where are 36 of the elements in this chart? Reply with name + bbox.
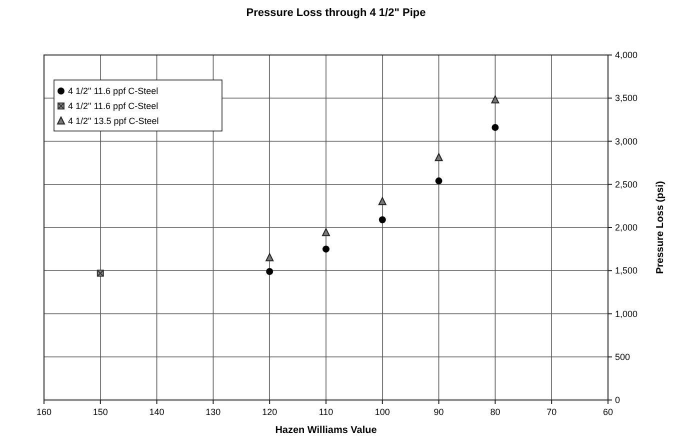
point [435, 177, 442, 184]
y-tick-label: 500 [615, 352, 630, 362]
x-tick-label: 70 [546, 407, 557, 417]
point [378, 216, 386, 224]
chart-title: Pressure Loss through 4 1/2" Pipe [246, 7, 426, 19]
point [378, 197, 386, 206]
y-tick-label: 3,500 [615, 93, 638, 104]
x-tick-label: 100 [374, 407, 390, 417]
y-axis-title: Pressure Loss (psi) [655, 181, 666, 274]
y-tick-label: 3,000 [615, 136, 638, 146]
y-tick-label: 2,500 [615, 179, 638, 190]
point [492, 124, 499, 131]
x-tick-label: 60 [602, 407, 614, 417]
y-tick-label: 1,000 [615, 308, 638, 319]
x-tick-label: 120 [262, 407, 278, 417]
x-axis-title: Hazen Williams Value [275, 425, 378, 436]
point [322, 228, 330, 236]
point [266, 253, 274, 262]
point [491, 95, 500, 104]
y-tick-label: 2,000 [615, 222, 638, 232]
point [322, 246, 330, 253]
x-tick-label: 140 [149, 407, 164, 417]
x-tick-label: 130 [206, 407, 221, 417]
x-tick-label: 90 [434, 407, 444, 417]
x-tick-label: 160 [36, 407, 52, 417]
y-tick-label: 0 [615, 395, 620, 405]
y-tick-label: 1,500 [615, 266, 638, 276]
x-tick-label: 80 [490, 407, 500, 417]
legend-label: 4 1/2" 13.5 ppf C-Steel [68, 116, 159, 126]
legend-label: 4 1/2" 11.6 ppf C-Steel [68, 101, 158, 111]
y-tick-label: 4,000 [615, 50, 638, 60]
point [434, 153, 443, 162]
x-tick-label: 110 [318, 407, 334, 417]
x-tick-label: 150 [92, 407, 108, 417]
point [266, 268, 274, 275]
legend-label: 4 1/2" 11.6 ppf C-Steel [68, 86, 158, 96]
